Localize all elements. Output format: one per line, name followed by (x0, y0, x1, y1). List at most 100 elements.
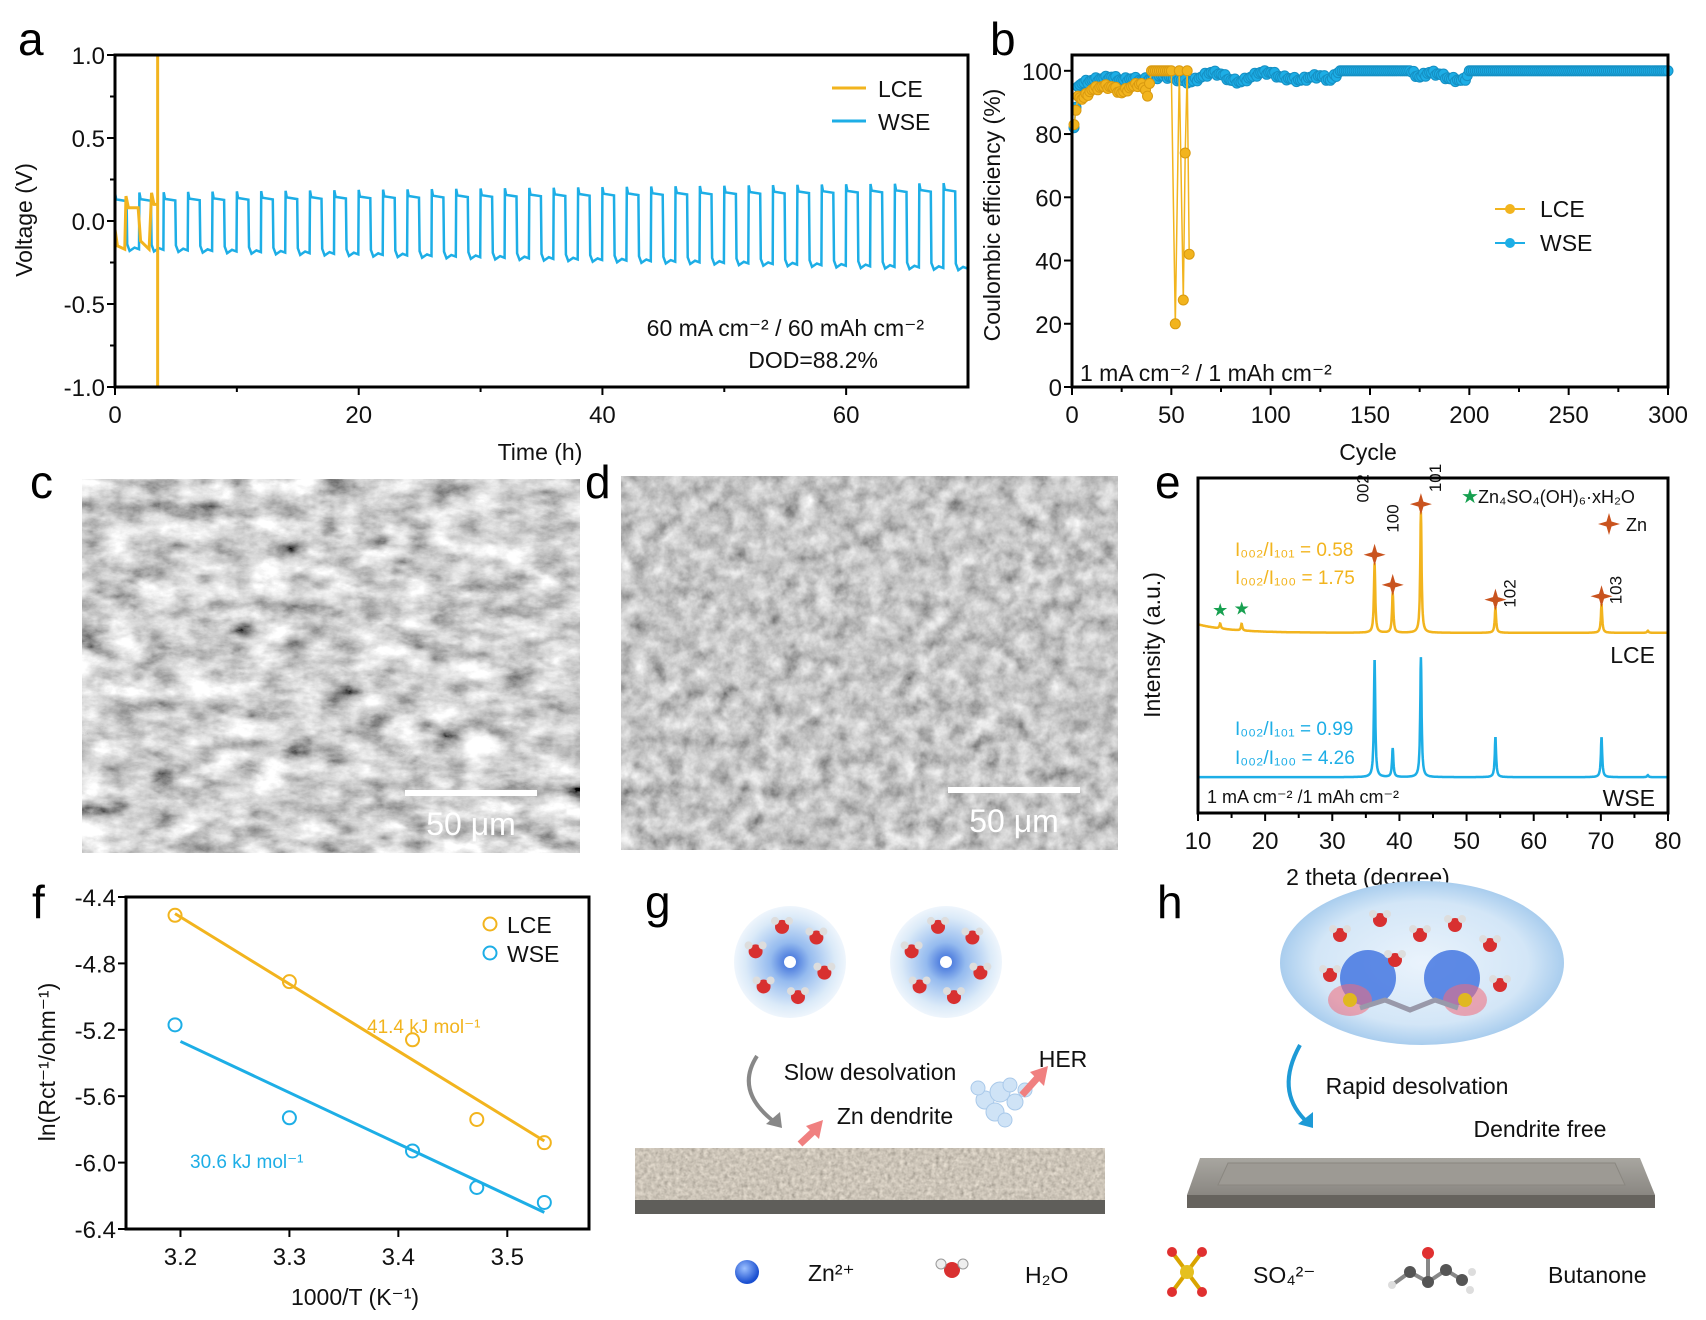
her-label: HER (1039, 1046, 1088, 1072)
water-hydrogen (1409, 925, 1417, 933)
wse-data-point (469, 1180, 485, 1195)
y-tick-label: 0.5 (72, 126, 105, 153)
y-axis-title: Coulombic efficiency (%) (979, 89, 1005, 342)
sulfate-sulfur (1343, 993, 1357, 1007)
water-oxygen (904, 944, 919, 959)
legend-wse-label: WSE (1540, 230, 1592, 256)
water-hydrogen (805, 927, 814, 936)
zn-peak-marker-icon (1409, 493, 1432, 516)
lce-ce-point (1181, 65, 1193, 77)
x-tick-label: 250 (1549, 402, 1589, 429)
water-oxygen (809, 930, 824, 945)
legend-lce-label: LCE (1540, 196, 1585, 222)
water-oxygen (931, 919, 946, 934)
x-tick-label: 60 (1520, 828, 1547, 855)
wse-fit-line (179, 1040, 545, 1214)
x-tick-label: 3.5 (491, 1244, 524, 1271)
y-tick-label: -5.2 (75, 1018, 116, 1045)
water-hydrogen (1489, 975, 1497, 983)
y-axis-title: Voltage (V) (11, 163, 37, 277)
sem-image-c: 50 μm (82, 479, 580, 853)
condition-annotation: 1 mA cm⁻² / 1 mAh cm⁻² (1080, 360, 1332, 386)
water-hydrogen (922, 976, 931, 985)
lce-ce-point (1144, 78, 1155, 89)
wse-voltage-line (113, 182, 969, 273)
slow-desolvation-label: Slow desolvation (784, 1059, 957, 1085)
curved-arrow-icon (1286, 1044, 1307, 1122)
water-hydrogen (786, 987, 795, 996)
water-oxygen (1448, 918, 1462, 932)
sulfate-sulfur (1458, 993, 1472, 1007)
y-tick-label: 0.0 (72, 209, 105, 236)
water-oxygen (1413, 928, 1427, 942)
water-oxygen (1373, 913, 1387, 927)
scale-bar-label: 50 μm (426, 806, 516, 842)
lce-data-point (167, 907, 183, 923)
water-hydrogen (1343, 925, 1351, 933)
zn-peak-marker-icon (1381, 573, 1404, 596)
plot-f-frame (124, 895, 591, 1231)
water-hydrogen (752, 976, 761, 985)
zn-peak-marker-icon (1590, 585, 1613, 608)
bubble (970, 1080, 986, 1096)
legend-wse-marker (482, 945, 498, 961)
sulfate-icon (1167, 1247, 1207, 1297)
intensity-ratio-label: I₀₀₂/I₁₀₁ = 0.58 (1235, 540, 1353, 561)
series-label-wse: WSE (1603, 785, 1655, 811)
legend-lce-label: LCE (878, 76, 923, 102)
legend-lce-marker (482, 916, 498, 932)
miller-index-label: 103 (1607, 576, 1626, 604)
water-hydrogen (827, 962, 836, 971)
x-tick-label: 50 (1453, 828, 1480, 855)
water-oxygen (1388, 953, 1402, 967)
legend-zhs-star-icon: ★ (1461, 486, 1479, 508)
series-label-lce: LCE (1610, 642, 1655, 668)
water-hydrogen (983, 962, 992, 971)
x-tick-label: 50 (1158, 402, 1185, 429)
water-hydrogen (1503, 975, 1511, 983)
dod-annotation: DOD=88.2% (748, 347, 878, 373)
lce-ce-point (1177, 294, 1189, 306)
water-hydrogen (1479, 935, 1487, 943)
water-hydrogen (1369, 910, 1377, 918)
lce-data-point (281, 974, 297, 990)
water-hydrogen (744, 941, 753, 950)
lce-ce-point (1183, 248, 1195, 260)
water-hydrogen (800, 987, 809, 996)
bottom-legend: Zn²⁺ H₂O SO₄²⁻ Butanone (735, 1247, 1646, 1297)
panel-label-e: e (1155, 456, 1181, 508)
legend-zn-label: Zn (1626, 515, 1647, 535)
y-tick-label: -1.0 (64, 375, 105, 402)
x-axis-title: Time (h) (498, 439, 583, 465)
wse-data-point (281, 1110, 297, 1126)
solvation-shell (1280, 881, 1564, 1045)
legend-zhs-label: Zn₄SO₄(OH)₆·xH₂O (1478, 487, 1635, 507)
smooth-zn-slab (1187, 1158, 1655, 1208)
water-hydrogen (1333, 965, 1341, 973)
water-oxygen (1493, 978, 1507, 992)
x-axis-title: 1000/T (K⁻¹) (291, 1284, 419, 1310)
y-tick-label: -6.4 (75, 1217, 116, 1244)
water-oxygen (817, 965, 832, 980)
hydrogen-bubbles (970, 1077, 1033, 1128)
water-hydrogen (1384, 950, 1392, 958)
activation-energy-label: 30.6 kJ mol⁻¹ (190, 1152, 304, 1173)
lce-ce-point (1142, 90, 1153, 102)
water-hydrogen (1423, 925, 1431, 933)
legend-wse-marker (1505, 238, 1515, 248)
water-oxygen (1333, 928, 1347, 942)
wse-data-point (536, 1194, 552, 1210)
water-hydrogen (771, 916, 780, 925)
dendrite-free-label: Dendrite free (1474, 1116, 1607, 1142)
x-tick-label: 40 (589, 402, 616, 429)
wse-data-point (405, 1143, 421, 1159)
miller-index-label: 002 (1354, 474, 1373, 502)
x-tick-label: 30 (1319, 828, 1346, 855)
water-hydrogen (785, 916, 794, 925)
lce-voltage-line (113, 55, 160, 387)
x-tick-label: 150 (1350, 402, 1390, 429)
butanone-icon (1388, 1247, 1476, 1294)
y-tick-label: -5.6 (75, 1084, 116, 1111)
intensity-ratio-label: I₀₀₂/I₁₀₀ = 1.75 (1235, 568, 1355, 589)
x-tick-label: 300 (1648, 402, 1688, 429)
